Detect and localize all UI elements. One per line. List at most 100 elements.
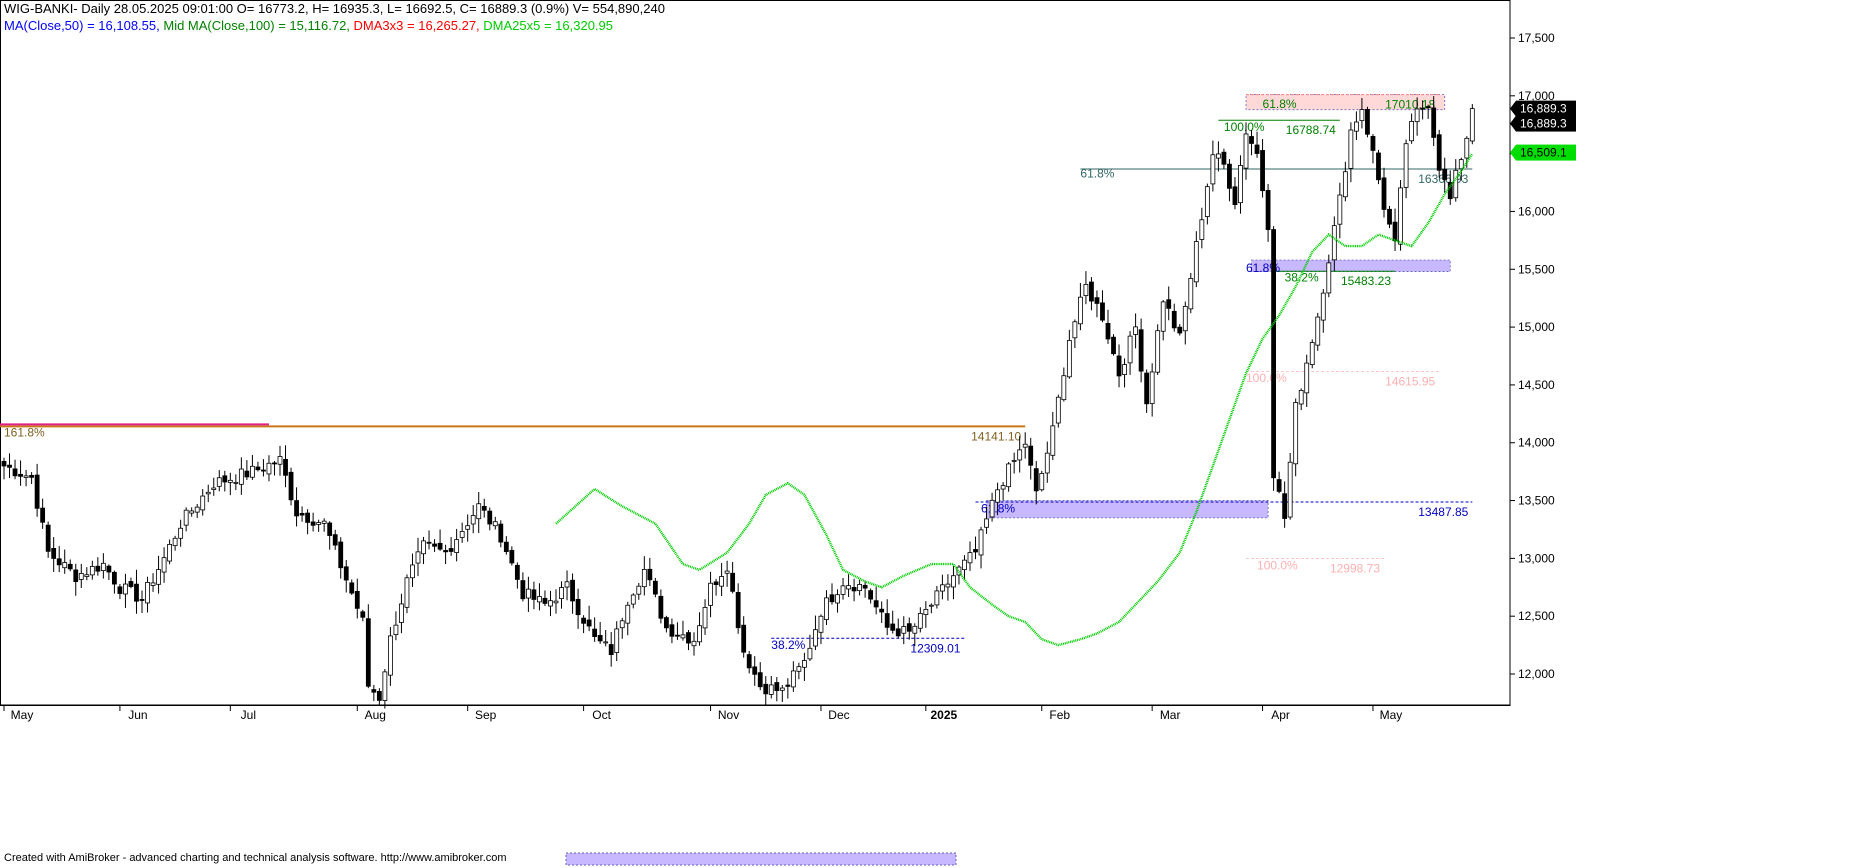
candle-body <box>1354 121 1359 132</box>
candle-body <box>78 573 84 580</box>
fib-zone <box>565 852 957 866</box>
candle-body <box>1458 159 1464 170</box>
candle-body <box>1320 292 1326 321</box>
candle-body <box>1271 229 1276 479</box>
candle-body <box>200 495 206 511</box>
candle-body <box>1017 449 1023 461</box>
fib-level-value: 16788.74 <box>1286 123 1336 137</box>
candle-body <box>1133 326 1138 335</box>
candle-body <box>305 512 311 523</box>
candle-body <box>40 507 46 523</box>
candle-body <box>702 607 708 629</box>
candle-body <box>1409 121 1414 142</box>
candle-body <box>421 540 426 555</box>
candle-body <box>818 615 824 633</box>
quote-header: WIG-BANKI- Daily 28.05.2025 09:01:00 O= … <box>4 1 665 16</box>
candle-body <box>399 603 404 623</box>
candle-body <box>1033 468 1039 492</box>
y-tick-label: 13,500 <box>1518 494 1555 508</box>
price-tag-pointer <box>1510 115 1516 132</box>
price-tag <box>1516 144 1576 161</box>
candle-body <box>575 598 581 616</box>
candle-body <box>167 544 173 562</box>
candle-body <box>316 522 322 525</box>
y-tick-label: 13,000 <box>1518 551 1555 565</box>
candle-body <box>531 589 537 600</box>
fib-level-label: 61.8% <box>1263 97 1297 111</box>
candle-body <box>487 510 493 525</box>
candle-body <box>123 583 128 595</box>
footer-credit: Created with AmiBroker - advanced charti… <box>4 852 507 864</box>
candle-body <box>12 468 18 477</box>
candle-body <box>917 613 923 629</box>
candle-body <box>1171 310 1177 329</box>
candle-body <box>1342 171 1348 198</box>
fib-level-value: 12309.01 <box>910 641 960 655</box>
candle-body <box>1105 322 1111 340</box>
candle-body <box>1210 154 1216 185</box>
candle-body <box>763 683 769 695</box>
candle-body <box>222 475 228 483</box>
candle-body <box>233 482 239 484</box>
candle-body <box>244 470 250 478</box>
candle-body <box>752 666 758 675</box>
y-tick-label: 12,500 <box>1518 609 1555 623</box>
candle-body <box>862 584 868 589</box>
fib-level-value: 13487.85 <box>1418 505 1468 519</box>
candle-body <box>1414 108 1420 123</box>
candle-body <box>266 462 272 475</box>
candle-body <box>1094 297 1100 304</box>
candle-body <box>1442 168 1448 180</box>
candle-body <box>211 487 217 490</box>
x-tick-label: Aug <box>365 708 386 722</box>
candle-body <box>608 644 614 656</box>
x-tick-label: May <box>1380 708 1403 722</box>
candle-body <box>503 541 509 553</box>
candle-body <box>945 583 951 588</box>
candle-body <box>664 617 669 629</box>
candle-body <box>614 628 620 653</box>
candle-body <box>675 634 680 637</box>
candle-body <box>272 462 277 465</box>
candle-body <box>404 577 410 608</box>
fib-level-label: 38.2% <box>1285 270 1319 284</box>
candle-body <box>514 564 520 580</box>
candle-body <box>1304 362 1310 394</box>
candle-body <box>708 582 713 606</box>
candle-body <box>376 691 382 701</box>
candle-body <box>371 689 377 693</box>
candle-body <box>636 585 642 595</box>
candle-body <box>492 521 498 527</box>
candle-body <box>1265 190 1271 230</box>
candle-body <box>1089 281 1094 302</box>
candle-body <box>846 585 851 590</box>
candle-body <box>1028 445 1034 466</box>
fib-level-value: 14615.95 <box>1385 375 1435 389</box>
candle-body <box>238 468 244 485</box>
candle-body <box>1006 463 1012 488</box>
price-tag-pointer <box>1510 144 1516 161</box>
candle-body <box>321 520 327 524</box>
y-tick-label: 12,000 <box>1518 667 1555 681</box>
candle-body <box>1000 485 1006 490</box>
candle-body <box>343 566 349 581</box>
candle-body <box>548 600 553 607</box>
fib-level-value: 15483.23 <box>1341 274 1391 288</box>
fib-level-label: 38.2% <box>771 638 805 652</box>
candle-body <box>940 584 945 592</box>
candle-body <box>1122 364 1127 375</box>
candle-body <box>261 469 266 472</box>
candle-body <box>1100 302 1105 321</box>
candle-body <box>1177 326 1183 334</box>
candle-body <box>779 687 785 691</box>
candle-body <box>824 597 829 620</box>
candle-body <box>768 684 774 695</box>
candle-body <box>630 594 636 605</box>
candle-body <box>327 522 333 536</box>
candle-body <box>967 552 973 564</box>
candle-body <box>641 569 647 588</box>
candle-body <box>1199 219 1205 240</box>
candle-body <box>1282 493 1288 519</box>
candle-body <box>962 559 967 571</box>
